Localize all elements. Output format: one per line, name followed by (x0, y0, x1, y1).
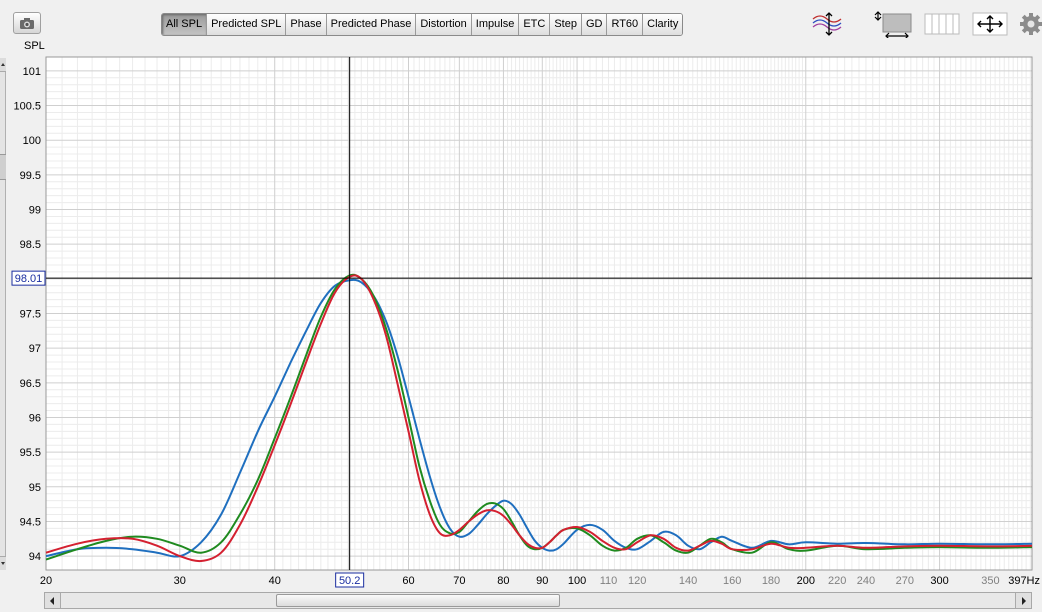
x-tick-label: 70 (453, 575, 465, 587)
vertical-scroll-thumb[interactable] (0, 154, 6, 180)
vertical-scrollbar[interactable] (0, 58, 6, 570)
scroll-left-arrow[interactable] (45, 593, 61, 608)
x-tick-label: 100 (568, 575, 586, 587)
camera-icon (20, 18, 34, 29)
traces-button[interactable] (810, 10, 848, 38)
tab-step[interactable]: Step (550, 14, 582, 35)
plot-frame (45, 56, 1033, 571)
grid-major (45, 57, 1032, 570)
x-minor-tick-label: 240 (857, 575, 875, 587)
tab-clarity[interactable]: Clarity (643, 14, 683, 35)
x-tick-label: 60 (402, 575, 414, 587)
traces-icon (812, 12, 842, 36)
series-layer (45, 273, 1033, 563)
y-tick-label: 95 (29, 482, 41, 494)
x-minor-tick-label: 180 (762, 575, 780, 587)
x-minor-tick-label: 140 (679, 575, 697, 587)
tab-rt60[interactable]: RT60 (607, 14, 644, 35)
y-tick-label: 99 (29, 205, 41, 217)
horizontal-scroll-thumb[interactable] (276, 594, 560, 607)
tab-etc[interactable]: ETC (519, 14, 551, 35)
cursor-crosshair (46, 57, 1032, 570)
y-tick-label: 97.5 (20, 309, 41, 321)
gear-icon (1020, 13, 1042, 35)
tab-all-spl[interactable]: All SPL (162, 14, 208, 35)
x-axis-end-label: 397Hz (1008, 575, 1040, 587)
horizontal-scrollbar[interactable] (44, 592, 1032, 609)
x-minor-tick-label: 270 (896, 575, 914, 587)
scroll-down-arrow[interactable] (0, 556, 6, 570)
x-tick-label: 200 (797, 575, 815, 587)
y-tick-label: 94.5 (20, 516, 41, 528)
pan-arrows-icon (972, 12, 1008, 36)
y-tick-label: 100.5 (13, 101, 41, 113)
tab-predicted-phase[interactable]: Predicted Phase (326, 14, 417, 35)
x-tick-label: 80 (497, 575, 509, 587)
series-line-3 (45, 274, 1033, 563)
y-axis-unit: SPL (24, 40, 45, 52)
camera-button[interactable] (13, 12, 41, 34)
cursor-y-readout-box (11, 270, 46, 286)
x-tick-label: 30 (174, 575, 186, 587)
y-tick-label: 97 (29, 343, 41, 355)
y-tick-label: 94 (29, 551, 41, 563)
tab-distortion[interactable]: Distortion (416, 14, 472, 35)
scroll-up-arrow[interactable] (0, 58, 6, 72)
x-minor-tick-label: 160 (723, 575, 741, 587)
tab-predicted-spl[interactable]: Predicted SPL (207, 14, 287, 35)
x-minor-tick-label: 350 (981, 575, 999, 587)
pan-button[interactable] (972, 10, 1008, 38)
columns-button[interactable] (923, 10, 961, 38)
x-tick-label: 90 (536, 575, 548, 587)
y-tick-label: 98.5 (20, 239, 41, 251)
x-axis-labels: 20 30 40 60 70 80 90 100 200 300 110 120 140 160 180 22… (40, 572, 1040, 588)
y-axis-labels: 101100.510099.59998.59897.59796.59695.59… (11, 66, 46, 563)
graph-tab-bar: All SPL Predicted SPL Phase Predicted Ph… (161, 13, 684, 36)
series-line-1 (45, 278, 1033, 558)
y-tick-label: 99.5 (20, 170, 41, 182)
settings-button[interactable] (1018, 10, 1042, 38)
y-tick-label: 96 (29, 412, 41, 424)
tab-impulse[interactable]: Impulse (471, 14, 520, 35)
y-tick-label: 100 (23, 135, 41, 147)
x-minor-tick-label: 110 (600, 575, 618, 587)
tab-phase[interactable]: Phase (286, 14, 327, 35)
cursor-y-readout: 98.01 (15, 273, 43, 285)
cursor-x-readout: 50.2 (339, 575, 360, 587)
y-tick-label: 101 (23, 66, 41, 78)
y-tick-label: 95.5 (20, 447, 41, 459)
axis-limits-icon (874, 11, 912, 40)
scroll-right-arrow[interactable] (1015, 593, 1031, 608)
x-minor-tick-label: 120 (628, 575, 646, 587)
x-tick-label: 300 (930, 575, 948, 587)
x-tick-label: 20 (40, 575, 52, 587)
tab-gd[interactable]: GD (581, 14, 608, 35)
cursor-x-readout-box (335, 572, 365, 588)
x-minor-tick-label: 220 (828, 575, 846, 587)
columns-icon (924, 13, 960, 35)
y-tick-label: 96.5 (20, 378, 41, 390)
x-tick-label: 40 (269, 575, 281, 587)
axis-limits-button[interactable] (874, 10, 914, 40)
